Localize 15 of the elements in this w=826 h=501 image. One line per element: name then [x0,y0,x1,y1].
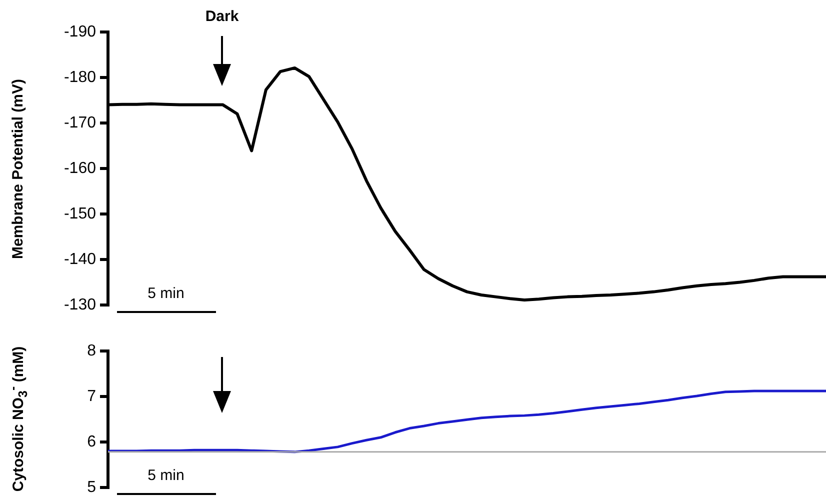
y-axis-title: Membrane Potential (mV) [10,78,26,259]
y-tick-label: 5 [87,478,96,496]
text: Dark [205,8,239,25]
y-tick-label: -190 [64,23,96,40]
y-tick-label: -160 [64,160,96,177]
y-tick-label: 6 [87,433,96,450]
y-tick-label: -130 [64,296,96,314]
annotation: 5 min [148,285,184,302]
y-tick-label: -180 [64,68,96,86]
y-tick-label: -140 [64,250,96,268]
y-tick-label: 8 [87,342,96,360]
annotation: 5 min [148,467,184,484]
y-tick-label: -170 [64,114,96,132]
y-tick-label: -150 [64,205,96,222]
y-tick-label: 7 [87,388,96,405]
